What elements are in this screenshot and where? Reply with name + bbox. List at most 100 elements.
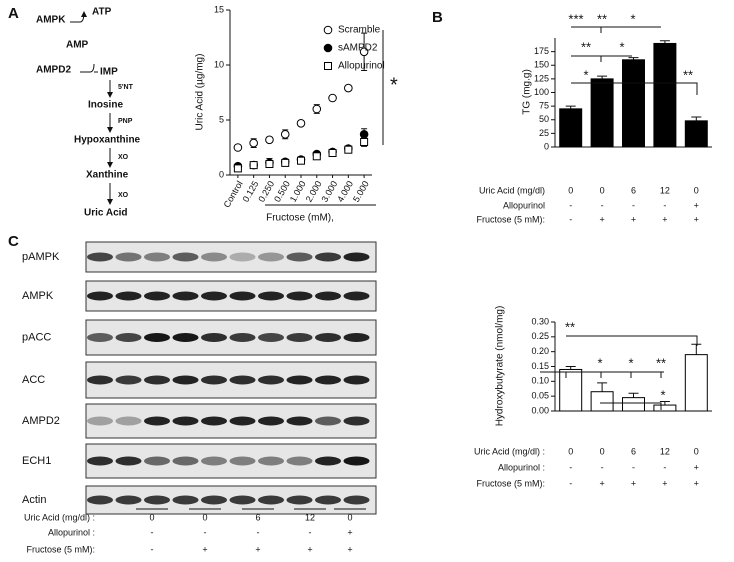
y-tick-label: 15 xyxy=(214,4,224,14)
condition-value: - xyxy=(309,527,312,537)
band xyxy=(258,456,284,466)
significance: *** xyxy=(568,11,583,26)
condition-label: Fructose (5 mM): xyxy=(26,544,95,554)
point xyxy=(312,104,322,114)
point xyxy=(344,83,353,93)
band xyxy=(144,495,170,505)
band xyxy=(115,252,142,262)
condition-value: - xyxy=(569,462,572,472)
condition-value: 12 xyxy=(305,512,315,522)
condition-value: + xyxy=(631,214,636,224)
blot-label: Actin xyxy=(22,494,46,506)
y-tick-label: 0.20 xyxy=(531,346,549,356)
condition-value: + xyxy=(662,214,667,224)
condition-value: - xyxy=(151,527,154,537)
annotation: * xyxy=(390,74,398,96)
condition-value: + xyxy=(347,527,352,537)
band xyxy=(315,375,341,385)
significance-bracket xyxy=(600,402,662,410)
band xyxy=(229,291,256,301)
band xyxy=(144,416,170,426)
condition-value: 0 xyxy=(202,512,207,522)
band xyxy=(229,252,256,262)
condition-value: - xyxy=(663,200,666,210)
condition-value: + xyxy=(694,214,699,224)
point xyxy=(360,138,369,146)
condition-value: + xyxy=(599,478,604,488)
condition-value: - xyxy=(204,527,207,537)
significance-bracket xyxy=(566,335,698,346)
condition-value: 0 xyxy=(568,446,573,456)
band xyxy=(343,495,370,505)
band xyxy=(87,375,113,385)
band xyxy=(229,456,256,466)
node: IMP xyxy=(100,67,118,78)
pathway: AMPK ATP AMP AMPD2 IMP 5'NT Inosine PNP … xyxy=(36,7,141,219)
error-bar xyxy=(628,392,639,398)
blot-label: ACC xyxy=(22,374,45,386)
significance: * xyxy=(597,355,602,370)
y-tick-label: 125 xyxy=(534,73,549,83)
bar xyxy=(590,391,614,412)
condition-value: 0 xyxy=(600,446,605,456)
blot-label: AMPK xyxy=(22,290,54,302)
node: Uric Acid xyxy=(84,208,128,219)
band xyxy=(229,416,256,426)
bar xyxy=(653,42,677,148)
band xyxy=(144,456,170,466)
y-tick-label: 0 xyxy=(219,169,224,179)
x-tick-label: Control xyxy=(222,179,245,209)
legend-label: Scramble xyxy=(338,25,381,36)
point xyxy=(359,47,369,57)
legend-label: sAMPD2 xyxy=(338,43,378,54)
condition-value: - xyxy=(569,214,572,224)
node: AMP xyxy=(66,40,89,51)
significance: ** xyxy=(683,67,693,82)
condition-value: + xyxy=(694,200,699,210)
y-tick-label: 75 xyxy=(539,101,549,111)
x-axis-label: Fructose (mM), xyxy=(266,213,334,224)
condition-value: 0 xyxy=(694,446,699,456)
band xyxy=(201,495,227,505)
y-tick-label: 0.05 xyxy=(531,391,549,401)
arrow xyxy=(80,63,98,73)
bar xyxy=(622,397,645,412)
error-bar xyxy=(659,401,670,406)
y-tick-label: 100 xyxy=(534,87,549,97)
point xyxy=(249,138,258,148)
point xyxy=(328,93,337,103)
band xyxy=(87,495,113,505)
band xyxy=(172,416,199,426)
band xyxy=(87,333,113,342)
band xyxy=(315,333,341,342)
band xyxy=(87,416,113,426)
band xyxy=(258,252,284,262)
significance: * xyxy=(619,39,624,54)
band xyxy=(87,252,113,262)
condition-value: 6 xyxy=(631,446,636,456)
significance: ** xyxy=(597,11,607,26)
condition-label: Uric Acid (mg/dl) xyxy=(479,185,545,195)
band xyxy=(172,456,199,466)
band xyxy=(87,291,113,301)
band xyxy=(115,375,142,385)
y-tick-label: 0.30 xyxy=(531,316,549,326)
y-axis-label: Uric Acid (µg/mg) xyxy=(195,54,206,131)
point xyxy=(296,119,306,128)
band xyxy=(115,291,142,301)
band xyxy=(286,495,313,505)
band xyxy=(144,291,170,301)
y-tick-label: 150 xyxy=(534,60,549,70)
point xyxy=(297,156,305,165)
condition-label: Allopurinol : xyxy=(498,462,545,472)
significance: ** xyxy=(581,39,591,54)
condition-value: + xyxy=(347,544,352,554)
condition-label: Uric Acid (mg/dl) : xyxy=(24,512,95,522)
band xyxy=(144,375,170,385)
point xyxy=(359,130,369,139)
significance: * xyxy=(660,387,665,402)
band xyxy=(87,456,113,466)
condition-value: - xyxy=(257,527,260,537)
error-bar xyxy=(691,116,702,121)
